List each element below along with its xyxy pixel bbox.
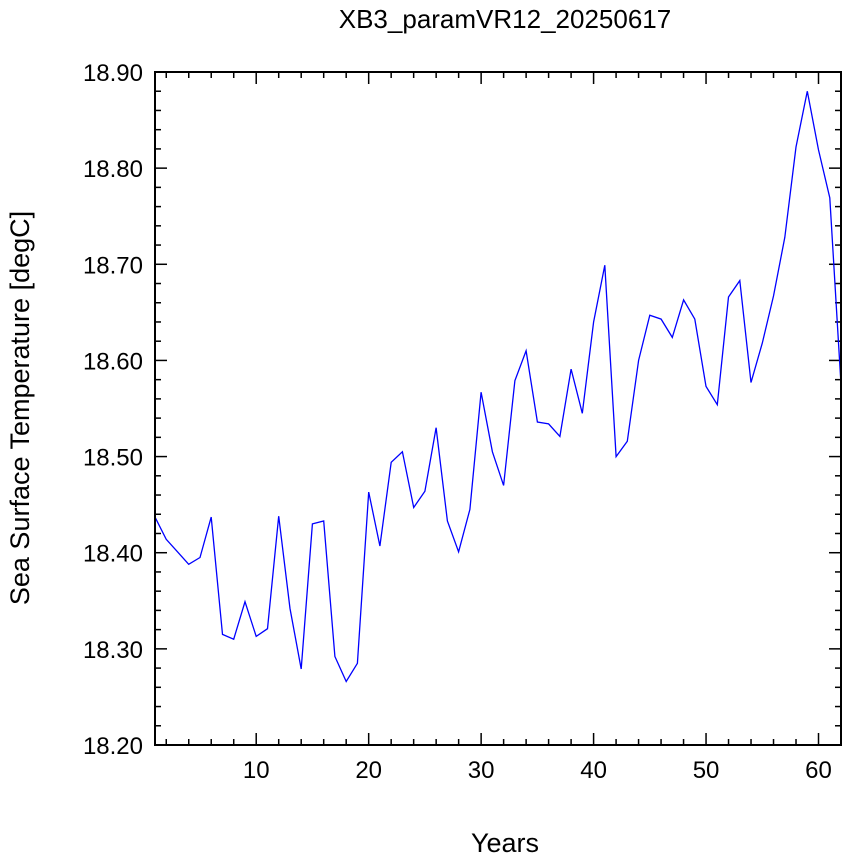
y-tick-label: 18.20	[83, 733, 143, 760]
y-tick-label: 18.50	[83, 445, 143, 472]
axis-ticks	[155, 71, 842, 746]
x-axis-label: Years	[471, 828, 539, 858]
y-tick-label: 18.40	[83, 541, 143, 568]
chart-title: XB3_paramVR12_20250617	[339, 4, 671, 34]
plot-frame	[154, 71, 842, 746]
x-tick-label: 50	[693, 757, 720, 784]
x-tick-label: 10	[243, 757, 270, 784]
y-tick-label: 18.80	[83, 156, 143, 183]
y-tick-label: 18.70	[83, 252, 143, 279]
x-tick-labels: 10 20 30 40 50 60	[243, 757, 832, 784]
y-tick-label: 18.30	[83, 637, 143, 664]
x-tick-label: 30	[468, 757, 495, 784]
series-line	[154, 91, 842, 683]
x-tick-label: 40	[580, 757, 607, 784]
x-tick-label: 20	[355, 757, 382, 784]
y-tick-label: 18.90	[83, 60, 143, 87]
y-axis-label: Sea Surface Temperature [degC]	[5, 211, 35, 605]
x-tick-label: 60	[805, 757, 832, 784]
y-tick-label: 18.60	[83, 348, 143, 375]
y-tick-labels: 18.20 18.30 18.40 18.50 18.60 18.70 18.80 18.90	[83, 60, 143, 760]
